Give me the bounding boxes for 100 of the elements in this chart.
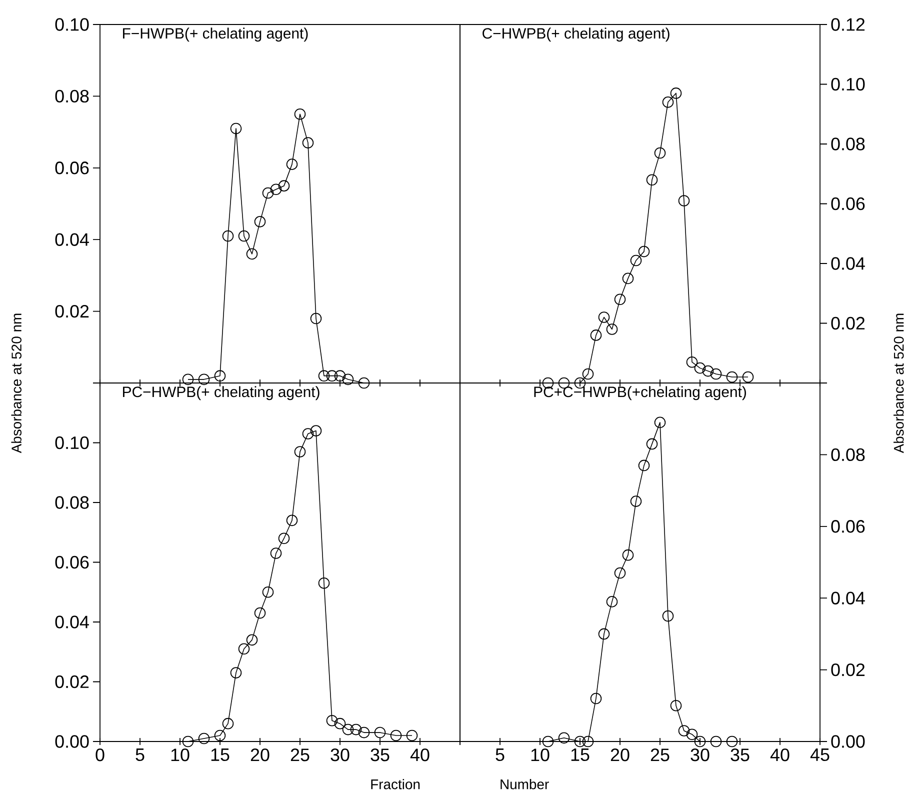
point xyxy=(742,371,754,383)
chart-title: C−HWPB(+ chelating agent) xyxy=(482,28,670,42)
x-tick-label: 20 xyxy=(250,748,270,762)
point xyxy=(686,356,698,368)
point xyxy=(726,371,738,383)
point xyxy=(606,324,618,335)
y-tick-label: 0.02 xyxy=(55,304,89,318)
x-tick-label: 35 xyxy=(730,748,750,762)
x-tick-label: 30 xyxy=(330,748,350,762)
y2-tick-label: 0.06 xyxy=(831,197,865,210)
point xyxy=(262,586,274,598)
y2-tick-label: 0.06 xyxy=(831,520,865,533)
point xyxy=(654,147,666,159)
x-tick-label: 45 xyxy=(810,748,830,762)
point xyxy=(238,643,250,655)
point xyxy=(638,460,650,472)
point xyxy=(542,736,554,748)
point xyxy=(582,368,594,380)
point xyxy=(694,736,706,748)
y2-tick-label: 0.02 xyxy=(831,316,865,330)
point xyxy=(686,728,698,740)
y-tick-label: 0.04 xyxy=(55,233,89,246)
x-tick-label: 0 xyxy=(96,748,104,762)
point xyxy=(246,634,258,646)
point xyxy=(254,216,266,228)
y2-tick-label: 0.02 xyxy=(831,663,865,676)
point xyxy=(334,370,346,382)
y2-tick-label: 0.08 xyxy=(831,448,865,462)
point xyxy=(670,88,682,99)
x-tick-label: 15 xyxy=(211,748,230,762)
point xyxy=(638,246,650,258)
point xyxy=(646,174,658,186)
point xyxy=(286,158,298,170)
x-tick-label: 5 xyxy=(496,748,504,762)
point xyxy=(302,137,314,148)
point xyxy=(350,724,362,736)
point xyxy=(294,446,306,458)
point xyxy=(310,312,322,324)
point xyxy=(670,700,682,712)
x-tick-label: 15 xyxy=(571,748,590,762)
point xyxy=(214,730,226,742)
point xyxy=(694,362,706,374)
y2-tick-label: 0.04 xyxy=(831,257,865,270)
point xyxy=(222,718,234,730)
point xyxy=(390,730,402,742)
y2-tick-label: 0.04 xyxy=(831,592,865,604)
point xyxy=(702,365,714,377)
point xyxy=(270,548,282,559)
point xyxy=(710,368,722,380)
y-tick-label: 0.06 xyxy=(55,556,89,569)
chart-title: F−HWPB(+ chelating agent) xyxy=(123,28,308,42)
y-tick-label: 0.08 xyxy=(55,90,89,103)
point xyxy=(606,596,618,608)
point xyxy=(710,736,722,748)
point xyxy=(326,714,338,726)
chart-title: PC−HWPB(+ chelating agent) xyxy=(123,386,320,400)
point xyxy=(342,374,354,386)
point xyxy=(358,726,370,738)
point xyxy=(214,370,226,382)
point xyxy=(558,732,570,744)
point xyxy=(374,726,386,738)
x-tick-label: 10 xyxy=(531,748,550,762)
y2-tick-label: 0.12 xyxy=(831,18,865,31)
y-tick-label: 0.10 xyxy=(55,436,89,450)
point xyxy=(406,730,418,742)
x-tick-label: 25 xyxy=(650,748,670,762)
point xyxy=(198,374,210,386)
y-tick-label: 0.02 xyxy=(55,675,89,688)
y2-tick-label: 0.00 xyxy=(831,735,865,748)
point xyxy=(614,294,626,305)
point xyxy=(574,736,586,748)
point xyxy=(342,724,354,736)
x-tick-label: 40 xyxy=(770,748,790,762)
point xyxy=(590,330,602,341)
x-tick-label: 30 xyxy=(690,748,710,762)
x-tick-label: 40 xyxy=(410,748,430,762)
point xyxy=(622,549,634,561)
y2-tick-label: 0.08 xyxy=(831,138,865,150)
y-tick-label: 0.08 xyxy=(55,496,89,509)
point xyxy=(246,248,258,260)
point xyxy=(654,416,666,428)
point xyxy=(334,718,346,730)
point xyxy=(326,370,338,382)
y-tick-label: 0.06 xyxy=(55,162,89,174)
point xyxy=(222,230,234,242)
point xyxy=(678,195,690,206)
point xyxy=(678,725,690,736)
point xyxy=(262,187,274,199)
point xyxy=(726,736,738,748)
point xyxy=(182,736,194,748)
point xyxy=(598,628,610,640)
point xyxy=(318,370,330,382)
point xyxy=(662,610,674,622)
point xyxy=(278,180,290,192)
point xyxy=(278,532,290,544)
chart-title: PC+C−HWPB(+chelating agent) xyxy=(534,386,746,400)
point xyxy=(358,377,370,389)
x-tick-label: 25 xyxy=(290,748,310,762)
point xyxy=(630,496,642,507)
y2-axis-title: Absorbance at 520 nm xyxy=(894,314,904,454)
